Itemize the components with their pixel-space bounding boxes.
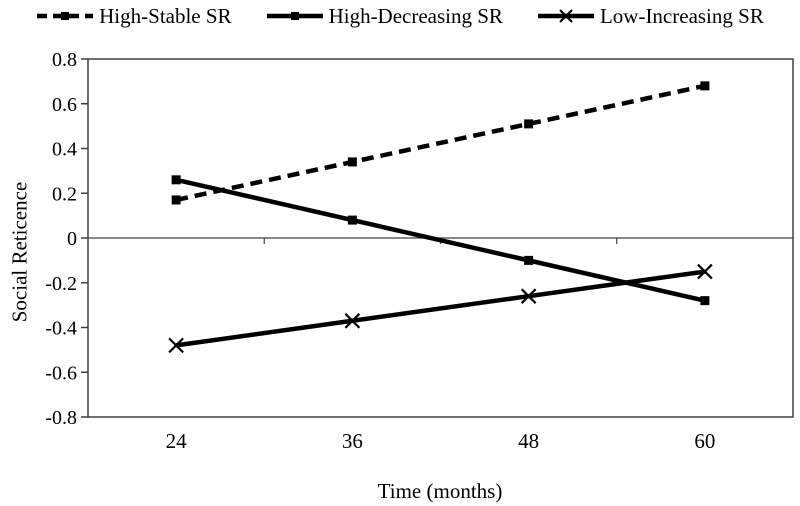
data-point-square-marker [700,296,710,306]
chart-legend: High-Stable SR High-Decreasing SR Low-Incr… [0,2,800,30]
y-tick-label: -0.6 [45,362,77,384]
data-point-x-marker [697,263,713,280]
data-point-square-marker [524,255,534,265]
y-tick-label: 0.8 [52,49,77,71]
data-point-square-marker [171,195,181,205]
legend-x-marker [559,9,573,23]
legend-item-1: High-Decreasing SR [266,3,503,28]
y-tick-label: 0.4 [52,139,77,161]
data-point-square-marker [347,215,357,225]
legend-solid-x-sample-icon [537,9,594,23]
legend-label: Low-Increasing SR [599,3,764,28]
y-tick-label: 0.2 [52,183,77,205]
data-point-x-marker [520,288,537,304]
x-tick-label: 60 [694,429,715,453]
x-axis-title: Time (months) [377,479,503,503]
legend-label: High-Stable SR [99,3,232,28]
data-point-square-marker [700,81,710,91]
legend-dashed-square-sample-icon [37,12,94,20]
y-axis-title: Social Reticence [7,181,32,323]
y-tick-label: -0.2 [45,273,77,295]
data-point-x-marker [344,313,361,329]
data-point-square-marker [524,119,534,129]
x-tick-label: 48 [518,429,539,453]
x-tick-label: 36 [342,429,363,453]
legend-label: High-Decreasing SR [328,3,503,28]
series-line-0 [175,83,706,203]
legend-square-marker [61,12,70,20]
x-tick-label: 24 [166,429,188,453]
data-point-square-marker [347,157,357,167]
series-line-2 [175,269,706,348]
y-tick-label: -0.8 [45,407,77,429]
legend-item-0: High-Stable SR [36,3,232,28]
data-point-square-marker [171,175,181,185]
y-tick-label: -0.4 [45,318,77,340]
y-tick-label: 0 [67,228,77,250]
y-tick-label: 0.6 [52,94,77,116]
series-line-1 [175,177,706,303]
data-point-x-marker [168,337,184,354]
legend-square-marker [290,12,299,20]
legend-solid-square-sample-icon [266,12,323,20]
legend-item-2: Low-Increasing SR [537,3,764,28]
